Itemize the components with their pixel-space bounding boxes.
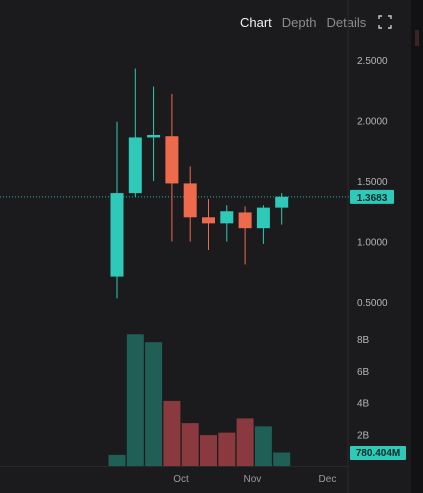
- volume-bar[interactable]: [218, 432, 236, 466]
- chart-panel: [0, 0, 411, 493]
- candle-body[interactable]: [256, 207, 270, 229]
- date-tick-label: Oct: [173, 474, 189, 485]
- candle-body[interactable]: [275, 196, 289, 208]
- tab-details[interactable]: Details: [326, 14, 367, 30]
- volume-bar[interactable]: [163, 400, 181, 466]
- view-tabs: Chart Depth Details: [240, 12, 392, 32]
- volume-bar[interactable]: [108, 454, 126, 466]
- volume-bar[interactable]: [236, 418, 254, 466]
- volume-tick-label: 2B: [357, 430, 370, 441]
- volume-bar[interactable]: [200, 435, 217, 466]
- tab-chart[interactable]: Chart: [240, 14, 272, 30]
- candle-body[interactable]: [128, 137, 142, 194]
- price-tick-label: 0.5000: [357, 298, 388, 309]
- candle-body[interactable]: [110, 193, 124, 277]
- volume-tick-label: 6B: [357, 367, 370, 378]
- candle-body[interactable]: [183, 183, 197, 218]
- tab-depth[interactable]: Depth: [281, 14, 317, 30]
- last-price-label: 1.3683: [357, 193, 388, 204]
- last-price-badge: [350, 189, 394, 204]
- volume-bar[interactable]: [181, 423, 199, 466]
- candle-body[interactable]: [165, 136, 179, 184]
- volume-bar[interactable]: [145, 342, 163, 466]
- price-tick-label: 2.5000: [357, 56, 388, 67]
- candle-body[interactable]: [238, 212, 252, 229]
- candle-body[interactable]: [202, 217, 215, 224]
- edge-marker: [415, 30, 419, 46]
- candle-body[interactable]: [220, 211, 234, 224]
- volume-tick-label: 8B: [357, 335, 370, 346]
- volume-bar[interactable]: [126, 334, 144, 466]
- last-volume-label: 780.404M: [356, 448, 400, 459]
- date-tick-label: Nov: [244, 474, 262, 485]
- volume-bar[interactable]: [273, 452, 291, 466]
- last-volume-badge: [350, 446, 406, 460]
- volume-bar[interactable]: [254, 426, 272, 466]
- price-tick-label: 1.0000: [357, 238, 388, 249]
- price-tick-label: 2.0000: [357, 117, 388, 128]
- expand-icon[interactable]: [378, 15, 392, 29]
- right-edge-strip: [411, 0, 423, 493]
- candle-body[interactable]: [147, 135, 161, 138]
- price-tick-label: 1.5000: [357, 177, 388, 188]
- volume-tick-label: 4B: [357, 399, 370, 410]
- price-volume-chart[interactable]: 2.5000 2.0000 1.5000 1.0000 0.5000 8B 6B 4B 2B 1.…: [0, 0, 411, 493]
- date-tick-label: Dec: [319, 474, 337, 485]
